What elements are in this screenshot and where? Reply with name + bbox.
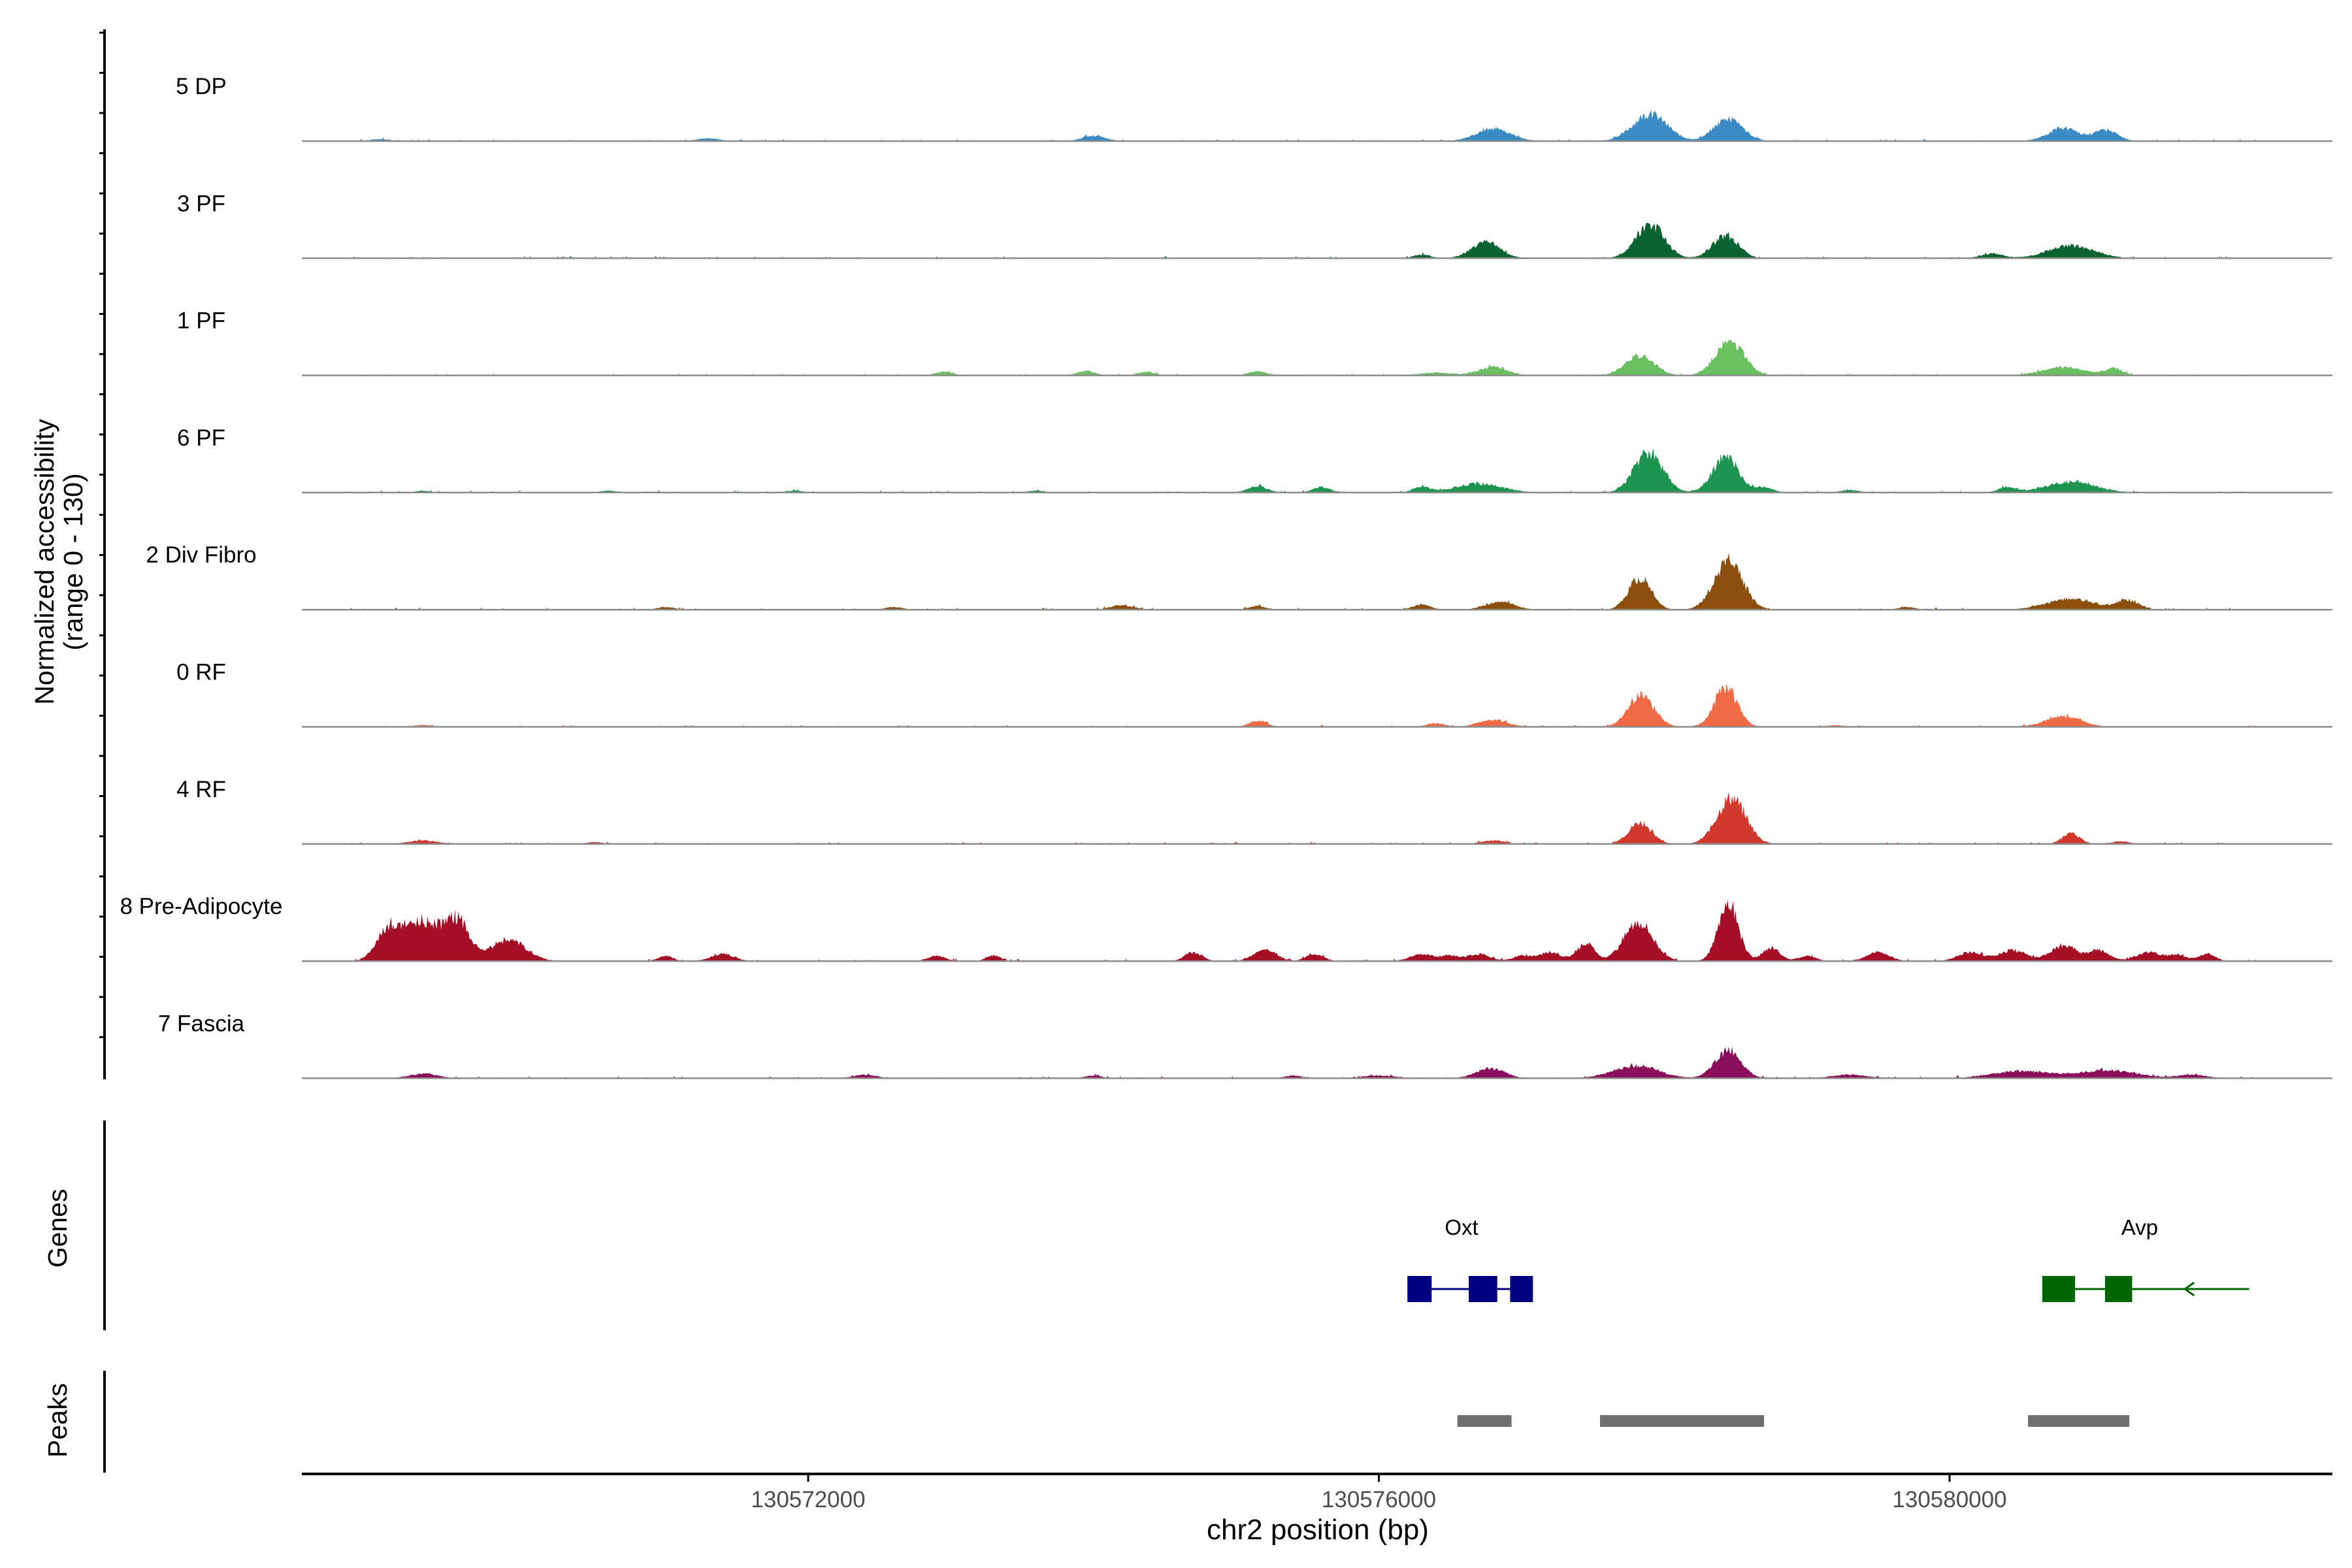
coverage-area-5-dp	[343, 109, 2257, 141]
track-label: 7 Fascia	[158, 1011, 245, 1036]
gene-exon	[1469, 1276, 1497, 1302]
track-label: 4 RF	[176, 777, 226, 802]
track-label: 2 Div Fibro	[146, 542, 256, 568]
coverage-tracks: 5 DP 3 PF 1 PF 6 PF 2 Div Fibro 0 RF 4 RF 8 Pre…	[120, 74, 2332, 1079]
coverage-area-6-pf	[343, 448, 2257, 493]
peak-region	[1457, 1415, 1512, 1427]
x-axis-label: chr2 position (bp)	[1207, 1514, 1429, 1546]
strand-arrow	[2183, 1281, 2195, 1297]
gene-name-label: Avp	[2121, 1215, 2158, 1239]
peak-region	[1599, 1415, 1765, 1427]
track-label: 0 RF	[176, 660, 226, 685]
x-tick-label: 130580000	[1892, 1487, 2006, 1512]
coverage-area-1-pf	[343, 339, 2257, 376]
track-label: 5 DP	[176, 74, 227, 99]
peak-region	[2028, 1415, 2130, 1427]
coverage-area-4-rf	[343, 791, 2257, 844]
y-axis-label-line2: (range 0 - 130)	[58, 473, 88, 650]
track-label: 3 PF	[177, 191, 225, 216]
y-axis	[99, 29, 106, 1079]
coverage-area-7-fascia	[343, 1046, 2257, 1079]
x-tick-label: 130572000	[751, 1487, 865, 1512]
coverage-area-0-rf	[343, 683, 2257, 727]
coverage-area-3-pf	[343, 222, 2257, 259]
gene-exon	[1510, 1276, 1533, 1302]
gene-exon	[2105, 1276, 2132, 1302]
peaks-track-label: Peaks	[42, 1383, 73, 1458]
peaks-track	[103, 1371, 2130, 1473]
coverage-area-2-div-fibro	[343, 552, 2257, 610]
x-tick-label: 130576000	[1322, 1487, 1436, 1512]
track-label: 1 PF	[177, 308, 225, 334]
gene-name-label: Oxt	[1445, 1215, 1478, 1239]
genes-track-label: Genes	[42, 1189, 73, 1268]
gene-exon	[2042, 1276, 2076, 1302]
genes-track: Oxt Avp	[103, 1120, 2249, 1330]
track-label: 8 Pre-Adipocyte	[120, 894, 282, 919]
coverage-area-8-pre-adipocyte	[343, 900, 2257, 962]
y-axis-label-line1: Normalized accessibility	[29, 419, 59, 705]
track-label: 6 PF	[177, 425, 225, 451]
gene-exon	[1407, 1276, 1432, 1302]
x-axis: 130572000 130576000 130580000	[302, 1473, 2332, 1512]
